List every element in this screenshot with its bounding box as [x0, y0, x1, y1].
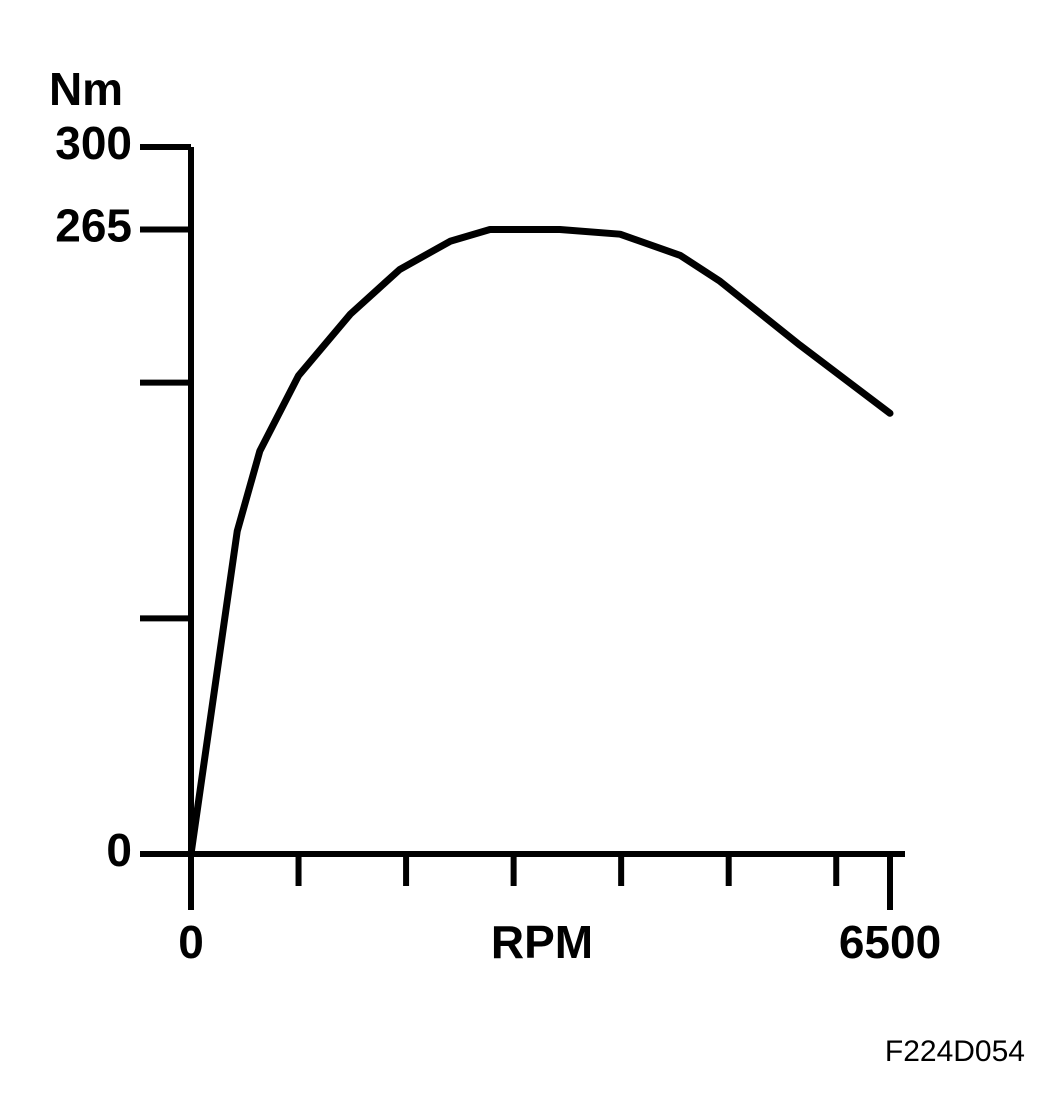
- x-axis-label: RPM: [491, 916, 593, 968]
- y-tick-label: 265: [55, 200, 132, 252]
- x-tick-label: 0: [178, 916, 204, 968]
- figure-code: F224D054: [885, 1035, 1025, 1068]
- y-tick-label: 0: [106, 824, 132, 876]
- x-tick-label: 6500: [839, 916, 941, 968]
- y-axis-label: Nm: [49, 63, 123, 115]
- torque-curve: [187, 225, 894, 858]
- y-tick-label: 300: [55, 117, 132, 169]
